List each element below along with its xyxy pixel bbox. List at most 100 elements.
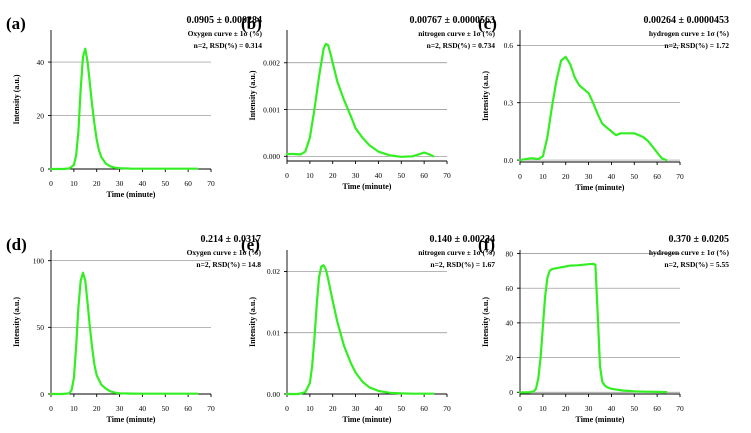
panel-b: 0.000 0.001 0.002 0 10 20 30 40 50 60 70 Time (minu… [241, 14, 496, 191]
x-tick-label: 70 [676, 172, 684, 181]
x-tick-label: 20 [562, 172, 570, 181]
x-axis-label: Time (minute) [107, 190, 156, 199]
result-headline: 0.370 ± 0.0205 [669, 234, 730, 245]
y-tick-label: 60 [506, 284, 514, 293]
x-tick-label: 40 [139, 179, 147, 188]
stats-note: n=2, RSD(%) = 1.72 [664, 41, 729, 50]
x-tick-label: 0 [285, 404, 289, 413]
x-tick-label: 50 [398, 404, 406, 413]
series-line-hydrogen [518, 262, 668, 394]
x-tick-label: 50 [162, 404, 170, 413]
y-tick-label: 100 [33, 256, 45, 265]
y-axis-label: Intensity (a.u.) [481, 297, 490, 347]
y-tick-label: 0.000 [263, 152, 280, 161]
y-axis-label: Intensity (a.u.) [481, 71, 490, 121]
panel-label: (d) [6, 235, 27, 254]
x-tick-label: 70 [443, 171, 451, 180]
x-tick-label: 60 [184, 404, 192, 413]
result-headline: 0.214 ± 0.0317 [201, 234, 262, 245]
x-tick-label: 50 [162, 179, 170, 188]
x-tick-label: 20 [329, 171, 337, 180]
stats-note: n=2, RSD(%) = 0.734 [427, 41, 496, 50]
panel-f: 0 20 40 60 80 0 10 20 30 40 50 60 70 Time (minute) Int… [478, 234, 729, 424]
series-line-hydrogen [518, 55, 668, 162]
y-tick-label: 0.001 [263, 105, 280, 114]
series-note: nitrogen curve ± 1σ (%) [418, 248, 495, 257]
x-tick-label: 60 [420, 404, 428, 413]
x-tick-label: 30 [116, 404, 124, 413]
stats-note: n=2, RSD(%) = 5.55 [664, 260, 729, 269]
y-tick-label: 0.00 [267, 390, 280, 399]
x-tick-label: 60 [653, 172, 661, 181]
panel-e: 0.00 0.01 0.02 0 10 20 30 40 50 60 70 Time (minute)… [241, 234, 496, 424]
x-tick-label: 50 [631, 404, 639, 413]
x-tick-label: 10 [539, 172, 547, 181]
result-headline: 0.00264 ± 0.0000453 [644, 15, 730, 26]
x-tick-label: 20 [93, 179, 101, 188]
x-axis-label: Time (minute) [107, 415, 156, 424]
x-tick-label: 0 [518, 404, 522, 413]
x-axis-label: Time (minute) [576, 183, 625, 192]
y-tick-label: 0 [40, 390, 44, 399]
x-tick-label: 60 [184, 179, 192, 188]
x-tick-label: 40 [139, 404, 147, 413]
y-tick-label: 0.01 [267, 329, 280, 338]
x-tick-label: 10 [306, 171, 314, 180]
y-tick-label: 80 [506, 249, 514, 258]
x-tick-label: 70 [443, 404, 451, 413]
series-note: hydrogen curve ± 1σ (%) [649, 248, 730, 257]
y-tick-label: 20 [506, 353, 514, 362]
x-axis-label: Time (minute) [576, 415, 625, 424]
y-tick-label: 0 [40, 165, 44, 174]
series-line-nitrogen [285, 264, 435, 396]
panel-d: 0 50 100 0 10 20 30 40 50 60 70 Time (minute) Intens… [6, 234, 261, 424]
x-tick-label: 20 [329, 404, 337, 413]
y-tick-label: 0.02 [267, 267, 280, 276]
panel-label: (c) [478, 14, 497, 33]
stats-note: n=2, RSD(%) = 1.67 [430, 260, 495, 269]
x-tick-label: 20 [93, 404, 101, 413]
x-tick-label: 60 [653, 404, 661, 413]
y-axis-label: Intensity (a.u.) [12, 297, 21, 347]
panel-c: 0.0 0.3 0.6 0 10 20 30 40 50 60 70 Time (minute) Int… [478, 14, 729, 192]
x-tick-label: 70 [676, 404, 684, 413]
x-tick-label: 50 [398, 171, 406, 180]
series-line-oxygen [49, 47, 199, 171]
x-tick-label: 40 [375, 404, 383, 413]
panel-label: (f) [478, 235, 495, 254]
series-line-oxygen [49, 271, 199, 396]
y-axis-label: Intensity (a.u.) [248, 70, 257, 120]
y-tick-label: 40 [37, 58, 45, 67]
series-note: Oxygen curve ± 1σ (%) [188, 29, 263, 38]
x-tick-label: 60 [420, 171, 428, 180]
panel-label: (b) [241, 14, 262, 33]
x-tick-label: 10 [70, 404, 78, 413]
x-tick-label: 30 [352, 171, 360, 180]
x-tick-label: 20 [562, 404, 570, 413]
y-tick-label: 50 [37, 323, 45, 332]
y-tick-label: 20 [37, 111, 45, 120]
x-tick-label: 30 [352, 404, 360, 413]
x-tick-label: 30 [116, 179, 124, 188]
x-tick-label: 0 [518, 172, 522, 181]
x-axis-label: Time (minute) [343, 182, 392, 191]
x-tick-label: 10 [306, 404, 314, 413]
x-tick-label: 50 [631, 172, 639, 181]
stats-note: n=2, RSD(%) = 0.314 [194, 41, 263, 50]
x-tick-label: 30 [585, 404, 593, 413]
x-tick-label: 40 [608, 404, 616, 413]
panel-label: (e) [241, 235, 260, 254]
series-note: nitrogen curve ± 1σ (%) [418, 29, 495, 38]
y-tick-label: 0 [509, 388, 513, 397]
x-tick-label: 40 [608, 172, 616, 181]
y-axis-label: Intensity (a.u.) [12, 74, 21, 124]
panel-a: 0 20 40 0 10 20 30 40 50 60 70 Time (minute) Intensi… [6, 14, 262, 199]
x-tick-label: 0 [49, 179, 53, 188]
x-tick-label: 70 [207, 179, 215, 188]
x-tick-label: 70 [207, 404, 215, 413]
stats-note: n=2, RSD(%) = 14.8 [196, 260, 261, 269]
result-headline: 0.00767 ± 0.0000563 [410, 15, 496, 26]
x-tick-label: 0 [49, 404, 53, 413]
panel-label: (a) [6, 14, 26, 33]
